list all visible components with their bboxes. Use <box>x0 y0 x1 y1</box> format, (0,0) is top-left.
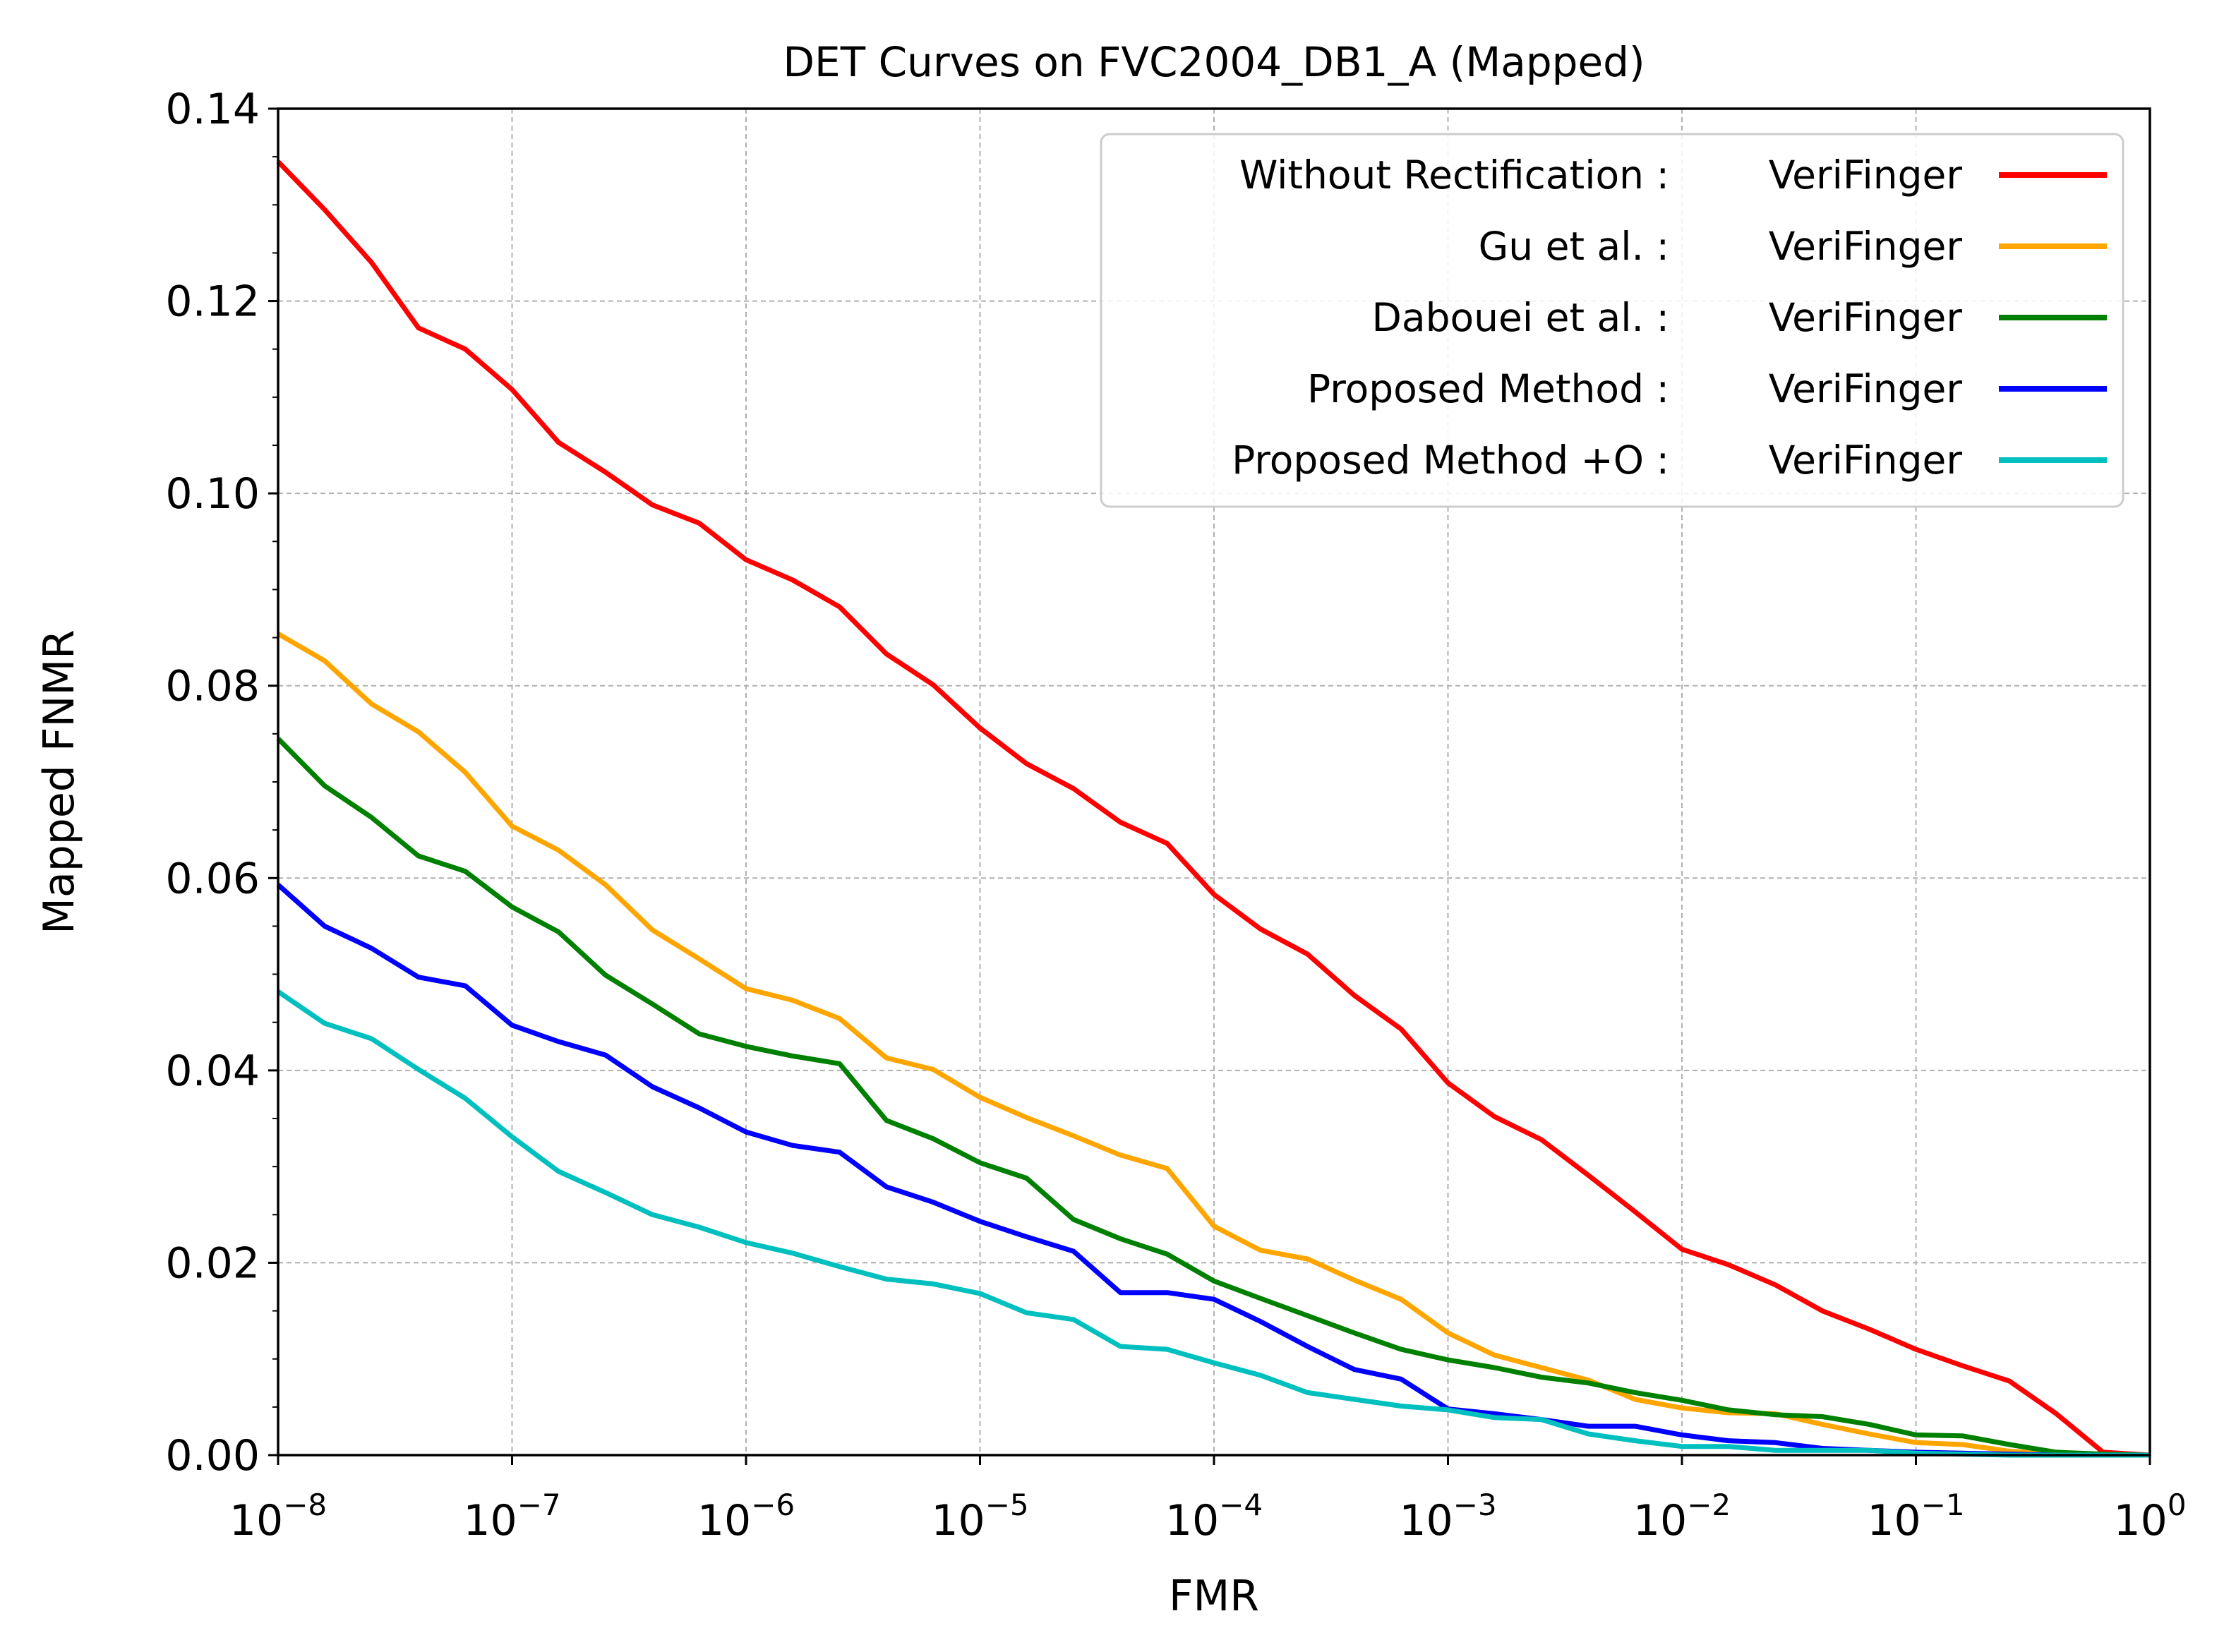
x-tick-label: 10−8 <box>229 1488 327 1545</box>
y-tick-label: 0.00 <box>165 1431 260 1481</box>
legend-series-name: Gu et al. : <box>1479 224 1669 269</box>
x-axis-label: FMR <box>1169 1572 1259 1621</box>
series-lines <box>276 159 2151 1458</box>
y-axis-label: Mapped FNMR <box>35 629 84 934</box>
x-tick-label: 10−1 <box>1867 1488 1964 1545</box>
legend-series-name: Without Rectification : <box>1239 152 1669 198</box>
x-tick-label: 10−2 <box>1633 1488 1731 1545</box>
axis-ticks <box>268 107 2151 1465</box>
legend-matcher-name: VeriFinger <box>1769 152 1963 198</box>
legend-matcher-name: VeriFinger <box>1769 438 1963 483</box>
legend: Without Rectification : VeriFinger Gu et a… <box>1100 133 2124 508</box>
x-tick-label: 10−5 <box>931 1488 1028 1545</box>
y-tick-labels: 0.00 0.02 0.04 0.06 0.08 0.10 0.12 0.14 <box>165 85 260 1481</box>
y-tick-label: 0.04 <box>165 1047 260 1096</box>
x-tick-label: 10−6 <box>697 1488 795 1545</box>
y-tick-label: 0.06 <box>165 854 260 903</box>
legend-series-name: Proposed Method : <box>1307 366 1669 411</box>
legend-series-name: Proposed Method +O : <box>1232 438 1669 483</box>
series-line-1 <box>276 159 2151 1458</box>
x-tick-label: 10−3 <box>1399 1488 1496 1545</box>
series-line-5 <box>277 989 2150 1458</box>
legend-matcher-name: VeriFinger <box>1769 224 1963 269</box>
y-tick-label: 0.08 <box>165 662 260 711</box>
legend-matcher-name: VeriFinger <box>1769 366 1963 411</box>
x-tick-labels: 10−8 10−7 10−6 10−5 10−4 10−3 10−2 10−1 100 <box>229 1488 2187 1545</box>
y-tick-label: 0.12 <box>165 277 260 327</box>
x-tick-label: 100 <box>2113 1488 2186 1545</box>
series-line-3 <box>276 737 2151 1458</box>
legend-matcher-name: VeriFinger <box>1769 295 1963 340</box>
y-tick-label: 0.14 <box>165 85 260 134</box>
legend-series-name: Dabouei et al. : <box>1372 295 1669 340</box>
y-tick-label: 0.10 <box>165 469 260 519</box>
series-line-2 <box>277 632 2150 1458</box>
x-tick-label: 10−4 <box>1165 1488 1263 1545</box>
x-tick-label: 10−7 <box>463 1488 560 1545</box>
y-tick-label: 0.02 <box>165 1238 260 1288</box>
legend-box <box>1100 133 2124 508</box>
chart-title: DET Curves on FVC2004_DB1_A (Mapped) <box>783 38 1645 86</box>
